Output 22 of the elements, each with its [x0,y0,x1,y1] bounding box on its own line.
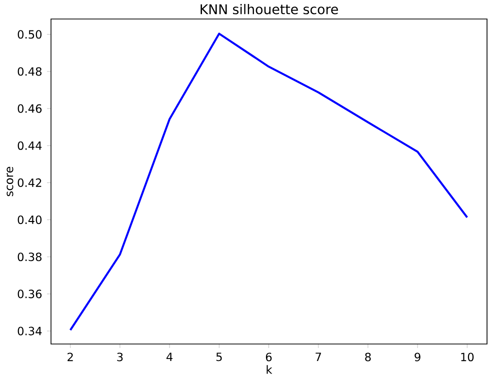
y-tick-label: 0.48 [18,67,42,76]
x-tick-label: 7 [316,352,321,361]
y-tick-label: 0.36 [18,290,42,298]
y-tick-label: 0.34 [18,326,42,336]
y-tick-label: 0.42 [18,178,42,187]
x-tick-label: 9 [414,352,420,362]
line-series [69,32,468,332]
y-tick-label: 0.38 [18,252,42,262]
chart-title: KNN silhouette score [200,4,338,14]
x-tick-label: 2 [68,352,73,362]
x-tick-label: 10 [461,352,474,362]
x-tick-label: 8 [365,352,371,362]
x-axis-title: k [266,365,272,374]
x-tick-label: 5 [216,352,222,362]
y-tick-label: 0.40 [18,216,42,224]
y-tick-label: 0.46 [18,104,42,113]
x-tick-label: 4 [166,352,173,361]
x-tick-label: 6 [266,352,272,362]
y-tick-label: 0.50 [18,30,42,39]
x-tick-label: 3 [117,352,123,362]
y-axis-title: score [6,166,14,196]
y-tick-label: 0.44 [18,141,42,150]
